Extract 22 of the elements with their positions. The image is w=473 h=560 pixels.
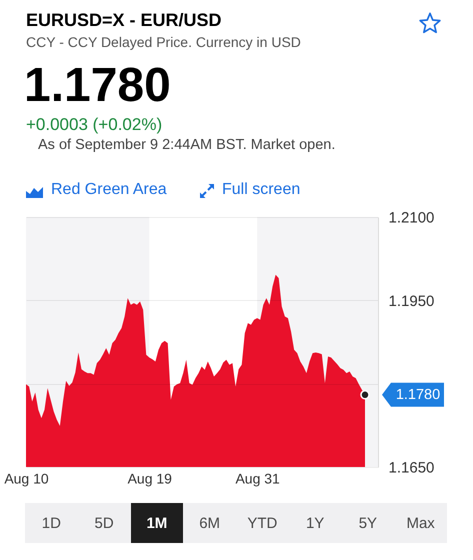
- text: +0.0003 (+0.02%): [26, 115, 162, 134]
- text: 1.1780: [396, 386, 440, 403]
- y-tick-label: 1.1950: [388, 292, 434, 310]
- text: 1Y: [306, 514, 324, 532]
- text: YTD: [247, 514, 278, 532]
- text: 5Y: [358, 514, 378, 532]
- x-tick-label: Aug 31: [235, 470, 280, 486]
- y-tick-label: 1.2100: [388, 210, 434, 226]
- text: 6M: [199, 514, 220, 532]
- y-tick-label: 1.1650: [388, 460, 434, 476]
- x-tick-label: Aug 10: [4, 470, 49, 486]
- selected-tab: 1M: [130, 503, 184, 543]
- text: Max: [406, 514, 435, 532]
- text: As of September 9 2:44AM BST. Market open.: [38, 137, 336, 153]
- text: Full screen: [222, 181, 300, 198]
- chart-subtitle: CCY - CCY Delayed Price. Currency in USD: [26, 34, 301, 50]
- chart-title: EURUSD=X - EUR/USD: [26, 10, 222, 30]
- x-tick-label: Aug 19: [128, 470, 172, 486]
- text: Red Green Area: [51, 181, 167, 198]
- text: 5D: [94, 514, 114, 532]
- text: 1D: [42, 514, 61, 532]
- text: 1.1780: [24, 59, 171, 112]
